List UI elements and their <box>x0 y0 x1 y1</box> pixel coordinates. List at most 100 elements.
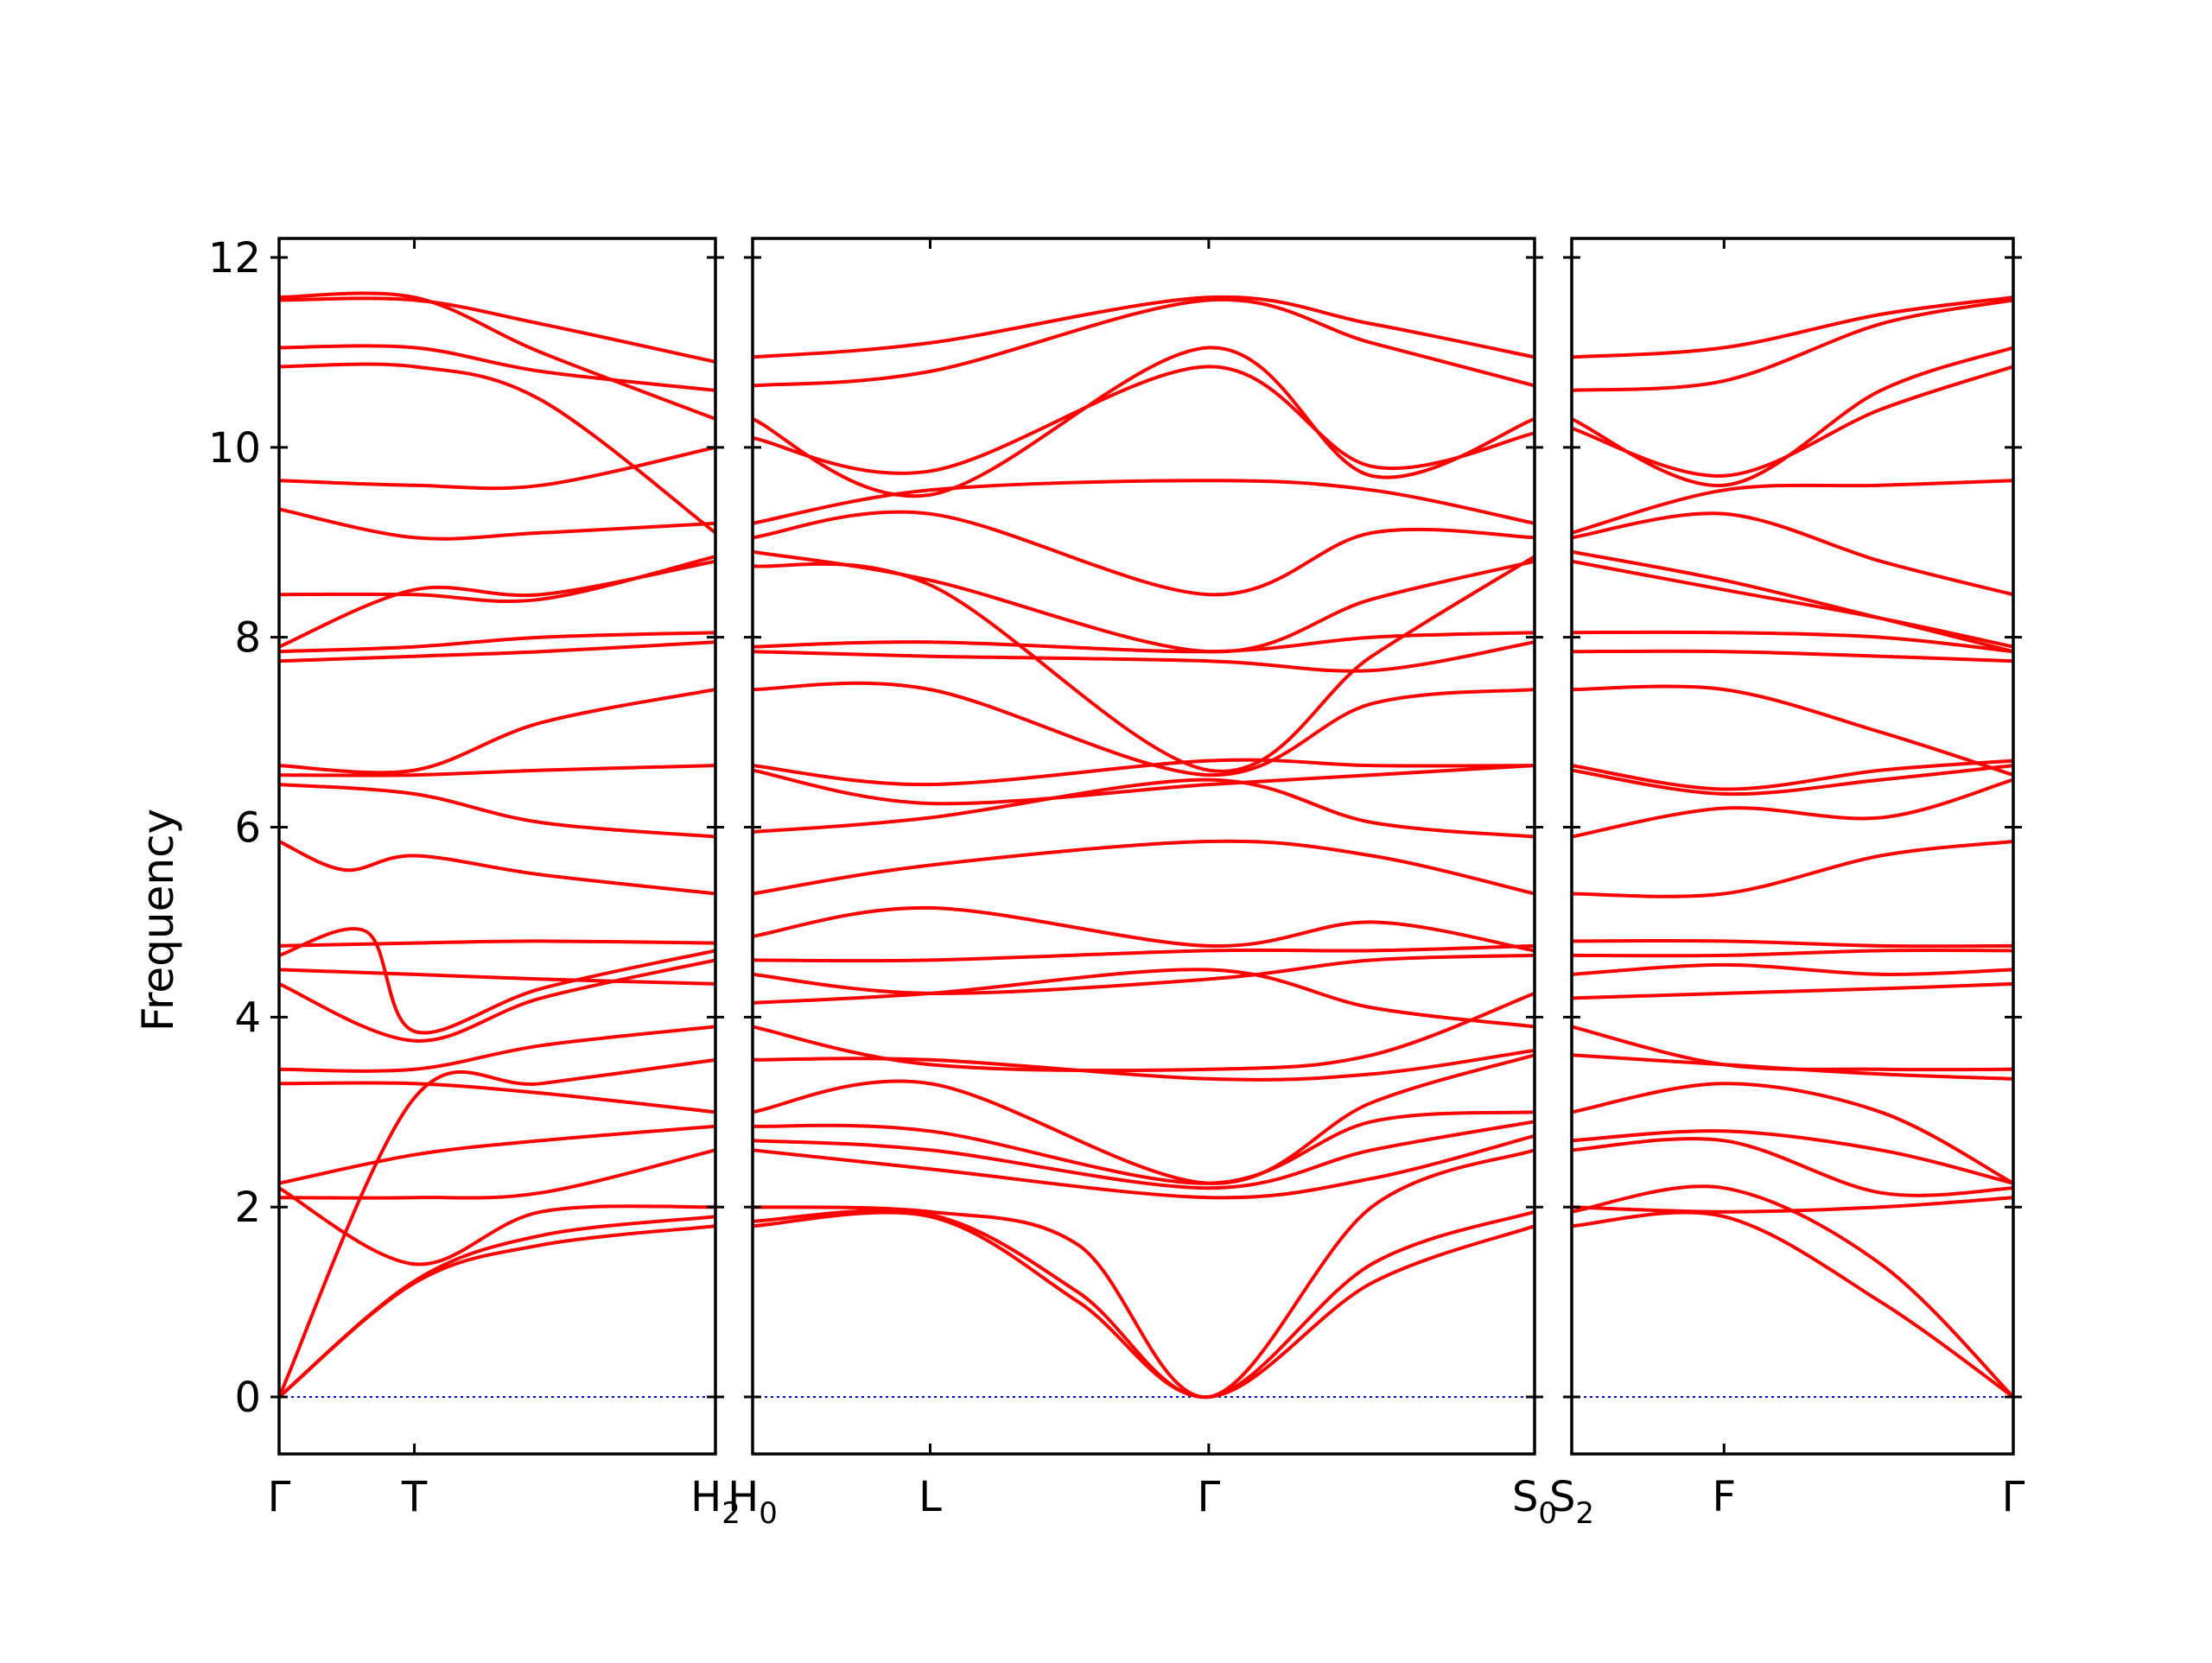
ytick-label-3: 4 <box>234 993 261 1042</box>
panel-3-band-9 <box>1572 981 2013 1000</box>
panel-2-band-7 <box>753 1053 1535 1185</box>
panel-1-band-26 <box>279 291 715 421</box>
y-axis-label: Frequency <box>133 809 183 1031</box>
panel-3-xtick-label-3: Γ <box>2002 1473 2025 1521</box>
panel-3-band-19 <box>1572 630 2013 654</box>
panel-2-band-3 <box>753 1148 1535 1400</box>
panel-3-band-7 <box>1572 1053 2013 1081</box>
panel-2-band-2 <box>753 1209 1535 1400</box>
panel-2-band-27 <box>753 297 1535 388</box>
panel-2-band-22 <box>753 549 1535 654</box>
panel-1-band-17 <box>279 640 715 663</box>
panel-2-band-25 <box>753 365 1535 475</box>
panel-2-band-23 <box>753 510 1535 597</box>
panel-2-frame <box>751 237 1536 1456</box>
panel-3-band-8 <box>1572 1025 2013 1072</box>
panel-3-band-4 <box>1572 1137 2013 1197</box>
panel-1-band-23 <box>279 362 715 535</box>
panel-3-band-17 <box>1572 684 2013 778</box>
panel-2-band-14 <box>753 839 1535 896</box>
panel-2-band-6 <box>753 1110 1535 1185</box>
panel-3-band-10 <box>1572 962 2013 976</box>
panel-3-band-20 <box>1572 559 2013 649</box>
panel-2-xtick-label-2: L <box>918 1473 942 1521</box>
panel-1-band-6 <box>279 1124 715 1185</box>
ytick-label-4: 6 <box>234 804 261 853</box>
panel-2-band-13 <box>753 905 1535 953</box>
panel-3-band-18 <box>1572 649 2013 663</box>
panel-1-band-9 <box>279 958 715 1043</box>
panel-2-xtick-label-4: S0 <box>1512 1473 1557 1531</box>
ytick-label-6: 10 <box>208 424 261 473</box>
panel-1-band-10 <box>279 927 715 1035</box>
panel-3-band-3 <box>1572 1196 2013 1214</box>
ytick-label-7: 12 <box>208 234 261 282</box>
panel-1-band-4 <box>279 1186 715 1266</box>
panel-3-band-12 <box>1572 939 2013 949</box>
panel-1-band-12 <box>279 939 715 948</box>
panel-3-band-2 <box>1572 1184 2013 1399</box>
panel-3-band-1 <box>1572 1210 2013 1399</box>
panel-2-band-5 <box>753 1120 1535 1190</box>
panel-1-bands <box>279 291 715 1399</box>
panel-1-band-1 <box>279 1224 715 1399</box>
panel-2-band-1 <box>753 1210 1535 1400</box>
panel-1-band-2 <box>279 1215 715 1399</box>
panel-3-bands <box>1572 295 2013 1399</box>
panel-3-frame <box>1570 237 2015 1456</box>
panel-1-band-13 <box>279 840 715 896</box>
panel-2-band-10 <box>753 968 1535 1029</box>
panel-3-band-21 <box>1572 549 2013 654</box>
panel-3-band-23 <box>1572 479 2013 535</box>
panel-2-band-4 <box>753 1133 1535 1200</box>
panel-3-band-6 <box>1572 1082 2013 1185</box>
panel-1-band-3 <box>279 1057 715 1398</box>
panel-2-band-26 <box>753 346 1535 498</box>
panel-2-xtick-label-1: H0 <box>728 1473 778 1531</box>
panel-1-band-22 <box>279 445 715 491</box>
ytick-label-5: 8 <box>234 614 261 663</box>
panel-1-xtick-label-2: T <box>401 1473 428 1521</box>
panel-2-band-15 <box>753 778 1535 839</box>
panel-1-band-16 <box>279 688 715 775</box>
panel-2-band-9 <box>753 992 1535 1073</box>
panel-3-band-13 <box>1572 840 2013 898</box>
panel-3-band-22 <box>1572 511 2013 597</box>
panel-2-band-11 <box>753 953 1535 995</box>
panel-3-xtick-label-2: F <box>1712 1473 1736 1521</box>
panel-2-band-16 <box>753 764 1535 806</box>
panel-3-band-26 <box>1572 298 2013 392</box>
panel-1-band-24 <box>279 344 715 392</box>
panel-1-band-11 <box>279 968 715 986</box>
panel-1-band-20 <box>279 555 715 604</box>
panel-2-band-24 <box>753 479 1535 525</box>
panel-1-xtick-label-1: Γ <box>268 1473 291 1521</box>
panel-3-band-25 <box>1572 346 2013 487</box>
panel-1-band-18 <box>279 631 715 654</box>
panel-2-band-12 <box>753 943 1535 963</box>
panel-1-band-15 <box>279 764 715 778</box>
panel-3-band-27 <box>1572 295 2013 359</box>
panel-1-band-21 <box>279 507 715 541</box>
panel-2-band-28 <box>753 295 1535 359</box>
panel-1-band-14 <box>279 783 715 839</box>
ytick-label-1: 0 <box>234 1374 261 1422</box>
panel-3-band-14 <box>1572 778 2013 839</box>
panel-2-band-19 <box>753 640 1535 673</box>
panel-2-bands <box>753 295 1535 1400</box>
panel-1-frame <box>277 237 717 1456</box>
panel-2-band-8 <box>753 1048 1535 1082</box>
panel-2-band-18 <box>753 681 1535 778</box>
panel-1-band-25 <box>279 296 715 364</box>
panel-3-band-5 <box>1572 1129 2013 1185</box>
panel-3-band-15 <box>1572 764 2013 797</box>
panel-3-xtick-label-1: S2 <box>1549 1473 1594 1531</box>
panel-1-band-8 <box>279 1025 715 1073</box>
panel-2-band-20 <box>753 631 1535 654</box>
panel-2-xtick-label-3: Γ <box>1198 1473 1221 1521</box>
panel-1-band-7 <box>279 1081 715 1114</box>
panel-1-xtick-label-3: H2 <box>690 1473 741 1531</box>
panel-1-band-5 <box>279 1148 715 1200</box>
